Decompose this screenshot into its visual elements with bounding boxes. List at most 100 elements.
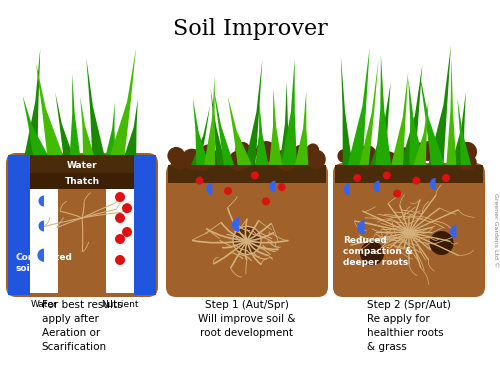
PathPatch shape [358, 218, 364, 234]
Circle shape [122, 203, 132, 213]
Bar [30, 173, 134, 189]
Circle shape [393, 190, 401, 198]
Circle shape [430, 231, 454, 255]
PathPatch shape [256, 102, 268, 165]
Circle shape [356, 146, 375, 166]
Circle shape [115, 213, 125, 223]
PathPatch shape [458, 98, 471, 165]
Circle shape [457, 142, 477, 162]
PathPatch shape [391, 71, 408, 165]
PathPatch shape [420, 72, 444, 165]
PathPatch shape [446, 57, 456, 165]
Bar [8, 155, 156, 173]
Circle shape [410, 143, 426, 158]
PathPatch shape [214, 87, 234, 165]
Circle shape [294, 145, 304, 155]
Circle shape [380, 152, 398, 170]
Circle shape [282, 146, 301, 165]
Circle shape [262, 198, 270, 205]
Circle shape [256, 146, 274, 164]
PathPatch shape [348, 47, 370, 165]
Circle shape [208, 150, 222, 164]
Circle shape [338, 149, 351, 163]
Circle shape [358, 150, 376, 169]
Bar [106, 189, 134, 293]
Circle shape [460, 154, 476, 171]
PathPatch shape [280, 82, 291, 165]
Text: Step 2 (Spr/Aut)
Re apply for
healthier roots
& grass: Step 2 (Spr/Aut) Re apply for healthier … [367, 300, 451, 352]
Circle shape [193, 152, 212, 171]
PathPatch shape [36, 63, 63, 155]
FancyBboxPatch shape [6, 153, 158, 297]
Circle shape [202, 144, 214, 157]
Text: Water: Water [30, 300, 58, 309]
Circle shape [397, 147, 411, 161]
PathPatch shape [232, 216, 239, 232]
Circle shape [278, 154, 295, 171]
Text: For best results
apply after
Aeration or
Scarification: For best results apply after Aeration or… [42, 300, 122, 352]
Circle shape [236, 142, 250, 157]
Circle shape [228, 150, 249, 171]
Circle shape [456, 146, 468, 158]
PathPatch shape [24, 48, 40, 155]
Bar [168, 165, 326, 183]
PathPatch shape [228, 96, 252, 165]
PathPatch shape [106, 102, 115, 155]
Circle shape [356, 156, 366, 166]
Circle shape [170, 151, 188, 169]
Text: Soil Improver: Soil Improver [172, 18, 328, 40]
Circle shape [251, 172, 259, 179]
Circle shape [383, 172, 391, 179]
Text: Water: Water [66, 161, 98, 170]
PathPatch shape [80, 97, 94, 155]
Circle shape [360, 145, 376, 162]
Circle shape [224, 187, 232, 195]
Circle shape [300, 146, 311, 157]
Circle shape [207, 152, 220, 166]
Text: Greener Gardens Ltd ©: Greener Gardens Ltd © [493, 193, 498, 267]
PathPatch shape [38, 194, 44, 207]
Circle shape [240, 157, 250, 168]
PathPatch shape [341, 56, 352, 165]
Circle shape [306, 150, 326, 169]
Circle shape [306, 143, 319, 156]
PathPatch shape [295, 92, 308, 165]
Circle shape [412, 176, 420, 185]
PathPatch shape [56, 92, 72, 155]
PathPatch shape [191, 106, 210, 165]
Circle shape [168, 147, 185, 165]
PathPatch shape [269, 89, 282, 165]
Circle shape [353, 174, 361, 182]
PathPatch shape [374, 179, 380, 193]
PathPatch shape [344, 181, 350, 195]
Circle shape [360, 241, 384, 265]
Bar [30, 189, 58, 293]
PathPatch shape [244, 59, 262, 165]
Circle shape [115, 255, 125, 265]
Circle shape [397, 148, 415, 166]
Circle shape [278, 149, 291, 162]
Circle shape [457, 155, 473, 170]
Circle shape [258, 143, 274, 160]
Circle shape [278, 183, 286, 191]
PathPatch shape [22, 96, 48, 155]
Circle shape [122, 227, 132, 237]
PathPatch shape [376, 55, 391, 165]
Circle shape [115, 234, 125, 244]
PathPatch shape [282, 59, 297, 165]
Text: Thatch: Thatch [64, 176, 100, 185]
PathPatch shape [370, 83, 390, 165]
Text: Nutrient: Nutrient [101, 300, 139, 309]
Circle shape [196, 176, 203, 185]
Bar [335, 165, 483, 183]
Circle shape [298, 147, 315, 165]
Text: Compacted
soil: Compacted soil [16, 253, 73, 273]
PathPatch shape [408, 78, 424, 165]
PathPatch shape [360, 59, 378, 165]
PathPatch shape [206, 181, 212, 195]
PathPatch shape [38, 247, 44, 262]
FancyBboxPatch shape [166, 163, 328, 297]
PathPatch shape [38, 219, 44, 231]
Text: Reduced
compaction &
deeper roots: Reduced compaction & deeper roots [343, 236, 413, 267]
PathPatch shape [430, 176, 436, 190]
